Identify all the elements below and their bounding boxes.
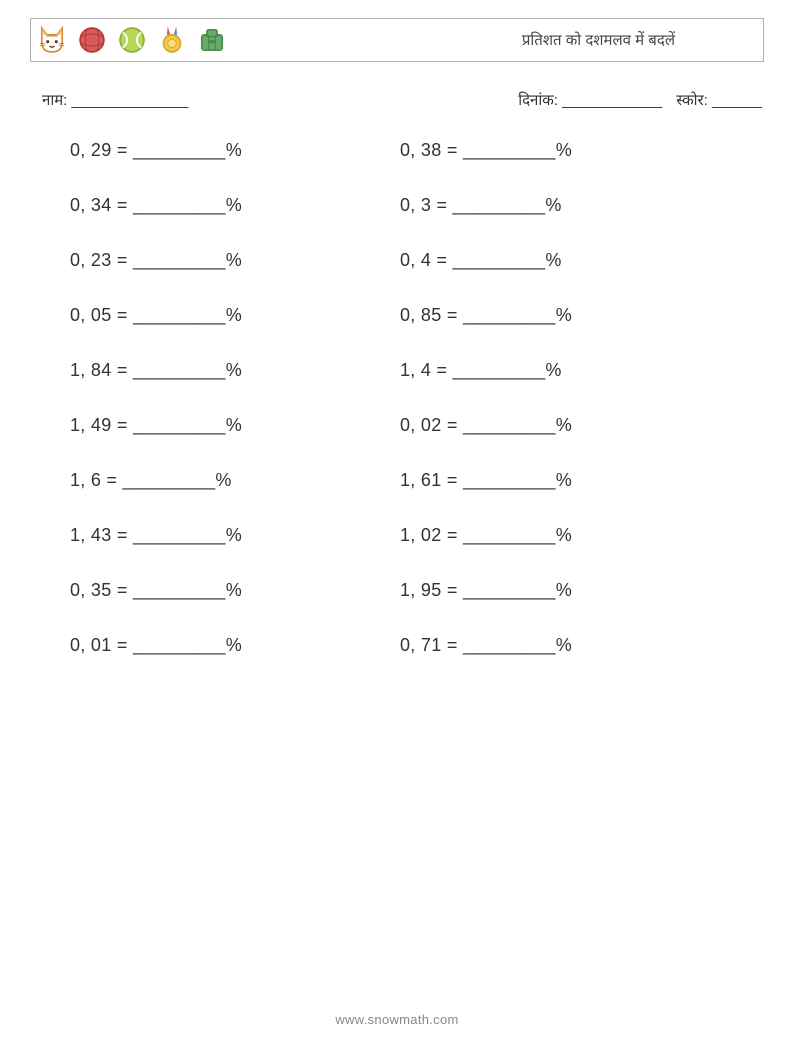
problem-row: 0, 34 = _________%0, 3 = _________% [70,195,754,216]
problem-cell: 1, 43 = _________% [70,525,400,546]
problem-cell: 0, 02 = _________% [400,415,572,436]
problem-row: 0, 35 = _________%1, 95 = _________% [70,580,754,601]
problem-row: 1, 43 = _________%1, 02 = _________% [70,525,754,546]
problem-row: 1, 49 = _________%0, 02 = _________% [70,415,754,436]
problem-cell: 0, 71 = _________% [400,635,572,656]
date-field: दिनांक: ____________ [518,90,662,110]
footer-link: www.snowmath.com [0,1012,794,1027]
tennis-ball-icon [115,23,149,57]
cat-icon [35,23,69,57]
problem-cell: 0, 34 = _________% [70,195,400,216]
problem-cell: 1, 6 = _________% [70,470,400,491]
problem-cell: 0, 01 = _________% [70,635,400,656]
problem-row: 0, 01 = _________%0, 71 = _________% [70,635,754,656]
yarn-icon [75,23,109,57]
problem-cell: 0, 38 = _________% [400,140,572,161]
problem-cell: 0, 4 = _________% [400,250,562,271]
problem-cell: 1, 4 = _________% [400,360,562,381]
problem-cell: 1, 61 = _________% [400,470,572,491]
problem-row: 0, 23 = _________%0, 4 = _________% [70,250,754,271]
score-field: स्कोर: ______ [676,90,762,110]
info-row: नाम: ______________ दिनांक: ____________… [30,90,764,110]
problem-cell: 0, 85 = _________% [400,305,572,326]
problem-cell: 0, 3 = _________% [400,195,562,216]
header-icons [35,23,229,57]
header-box: प्रतिशत को दशमलव में बदलें [30,18,764,62]
problem-row: 1, 84 = _________%1, 4 = _________% [70,360,754,381]
name-field: नाम: ______________ [42,90,518,110]
problem-cell: 0, 35 = _________% [70,580,400,601]
problems-grid: 0, 29 = _________%0, 38 = _________%0, 3… [30,140,764,656]
problem-cell: 1, 49 = _________% [70,415,400,436]
problem-cell: 0, 05 = _________% [70,305,400,326]
problem-cell: 0, 23 = _________% [70,250,400,271]
problem-cell: 1, 84 = _________% [70,360,400,381]
problem-row: 0, 29 = _________%0, 38 = _________% [70,140,754,161]
worksheet-title: प्रतिशत को दशमलव में बदलें [522,30,755,50]
medal-icon [155,23,189,57]
problem-cell: 1, 95 = _________% [400,580,572,601]
problem-cell: 0, 29 = _________% [70,140,400,161]
problem-row: 1, 6 = _________%1, 61 = _________% [70,470,754,491]
problem-row: 0, 05 = _________%0, 85 = _________% [70,305,754,326]
problem-cell: 1, 02 = _________% [400,525,572,546]
bag-icon [195,23,229,57]
